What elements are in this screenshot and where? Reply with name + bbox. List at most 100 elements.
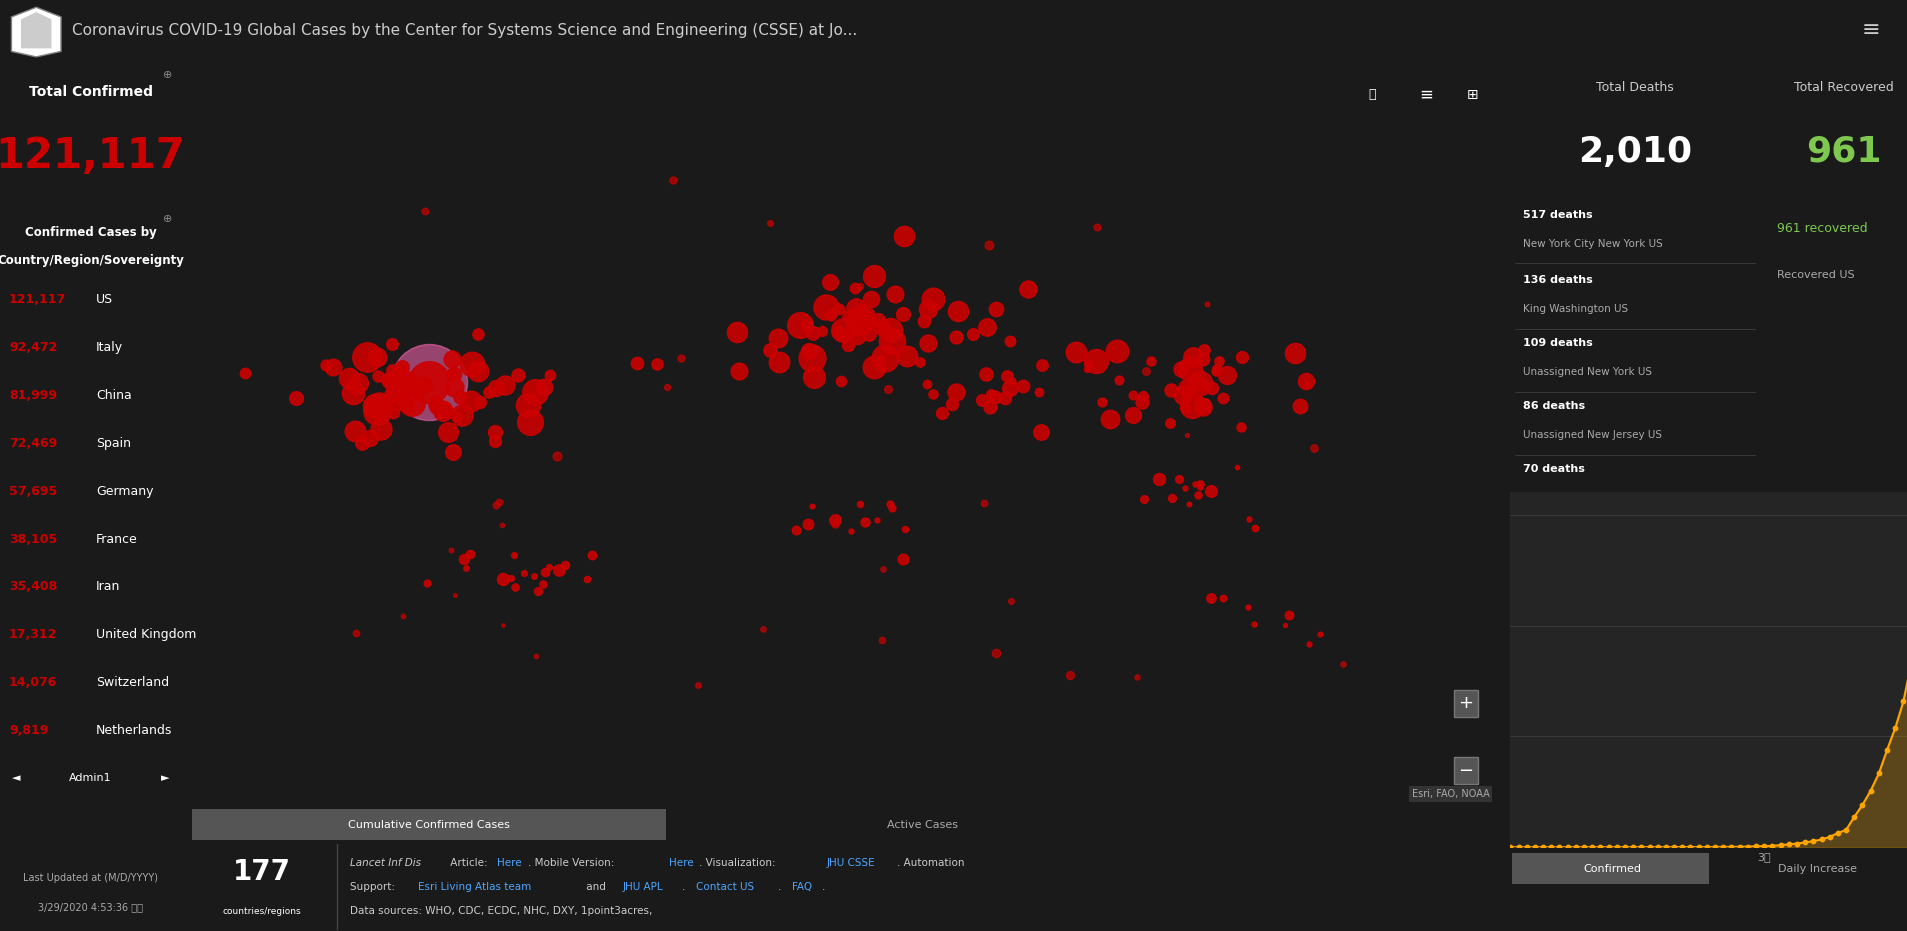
Point — [1163, 471, 1194, 486]
Point — [889, 521, 919, 536]
Point — [441, 410, 471, 425]
Point — [1699, 840, 1730, 855]
Text: Here: Here — [669, 858, 694, 869]
Point — [421, 400, 452, 415]
Point — [891, 348, 921, 363]
Point — [381, 386, 412, 401]
Point — [824, 324, 854, 339]
Text: Iran: Iran — [95, 580, 120, 593]
Text: 92,472: 92,472 — [10, 342, 57, 355]
Point — [465, 394, 496, 409]
FancyBboxPatch shape — [191, 809, 666, 841]
Text: 961 recovered: 961 recovered — [1777, 222, 1867, 235]
Point — [441, 587, 471, 602]
Point — [450, 560, 481, 575]
Point — [1880, 721, 1907, 735]
Point — [404, 379, 435, 394]
Point — [1520, 840, 1550, 855]
Point — [1528, 840, 1558, 855]
Point — [1184, 479, 1215, 494]
Point — [576, 547, 606, 562]
Point — [1180, 477, 1211, 492]
Point — [721, 325, 751, 340]
Point — [1171, 381, 1201, 396]
Point — [763, 331, 793, 345]
Point — [387, 609, 418, 624]
Point — [1188, 351, 1219, 366]
Point — [1081, 220, 1112, 235]
Point — [1201, 364, 1232, 379]
Point — [439, 367, 469, 382]
Point — [355, 430, 385, 445]
Point — [782, 522, 812, 537]
Point — [1741, 839, 1772, 854]
Point — [1127, 389, 1158, 404]
Point — [1724, 839, 1754, 854]
Point — [807, 324, 837, 339]
Text: Confirmed Cases by: Confirmed Cases by — [25, 225, 156, 238]
Point — [437, 365, 467, 380]
Point — [755, 343, 786, 358]
Point — [334, 371, 364, 385]
Point — [1838, 809, 1869, 824]
Point — [1171, 400, 1201, 415]
Point — [797, 326, 828, 341]
Point — [1188, 398, 1219, 412]
Point — [908, 313, 938, 328]
Point — [1201, 361, 1232, 376]
Point — [1896, 654, 1907, 668]
Text: 86 deaths: 86 deaths — [1524, 401, 1585, 412]
Point — [1535, 840, 1566, 855]
Point — [280, 390, 311, 405]
Point — [1186, 376, 1217, 391]
Point — [765, 354, 795, 369]
Point — [824, 302, 854, 317]
Text: Unassigned New Jersey US: Unassigned New Jersey US — [1524, 430, 1661, 440]
Text: Country/Region/Sovereignty: Country/Region/Sovereignty — [0, 254, 183, 267]
Point — [980, 302, 1011, 317]
Text: ≡: ≡ — [1861, 20, 1880, 40]
Point — [317, 359, 347, 374]
Point — [1495, 840, 1526, 855]
Point — [523, 584, 553, 599]
Point — [362, 404, 393, 419]
Point — [866, 319, 896, 334]
Point — [797, 351, 828, 366]
Text: 72,469: 72,469 — [10, 437, 57, 450]
Point — [997, 374, 1028, 389]
Point — [410, 204, 441, 219]
Point — [437, 543, 467, 558]
Point — [381, 390, 412, 405]
Point — [339, 424, 370, 439]
Point — [1184, 393, 1215, 408]
Point — [490, 378, 521, 393]
Point — [845, 496, 875, 511]
Point — [437, 445, 467, 460]
Point — [481, 498, 511, 513]
Point — [940, 330, 971, 344]
Point — [1503, 840, 1533, 855]
Point — [889, 551, 919, 566]
Point — [820, 512, 851, 527]
Point — [463, 327, 494, 342]
Point — [1121, 669, 1152, 684]
Point — [1774, 837, 1804, 852]
Point — [528, 380, 559, 395]
Point — [793, 344, 824, 358]
Point — [1196, 590, 1226, 605]
Point — [412, 576, 442, 591]
Point — [658, 172, 688, 187]
Point — [833, 338, 864, 353]
Point — [515, 414, 545, 429]
Point — [820, 517, 851, 532]
Text: Recovered US: Recovered US — [1777, 270, 1854, 280]
Point — [784, 317, 814, 332]
Point — [406, 381, 437, 396]
Point — [1577, 840, 1608, 855]
Point — [1674, 840, 1705, 855]
Point — [1095, 412, 1125, 426]
Point — [1888, 694, 1907, 708]
Point — [845, 315, 875, 330]
Text: JHU APL: JHU APL — [622, 883, 664, 892]
Text: Cumulative Confirmed Cases: Cumulative Confirmed Cases — [347, 820, 509, 830]
